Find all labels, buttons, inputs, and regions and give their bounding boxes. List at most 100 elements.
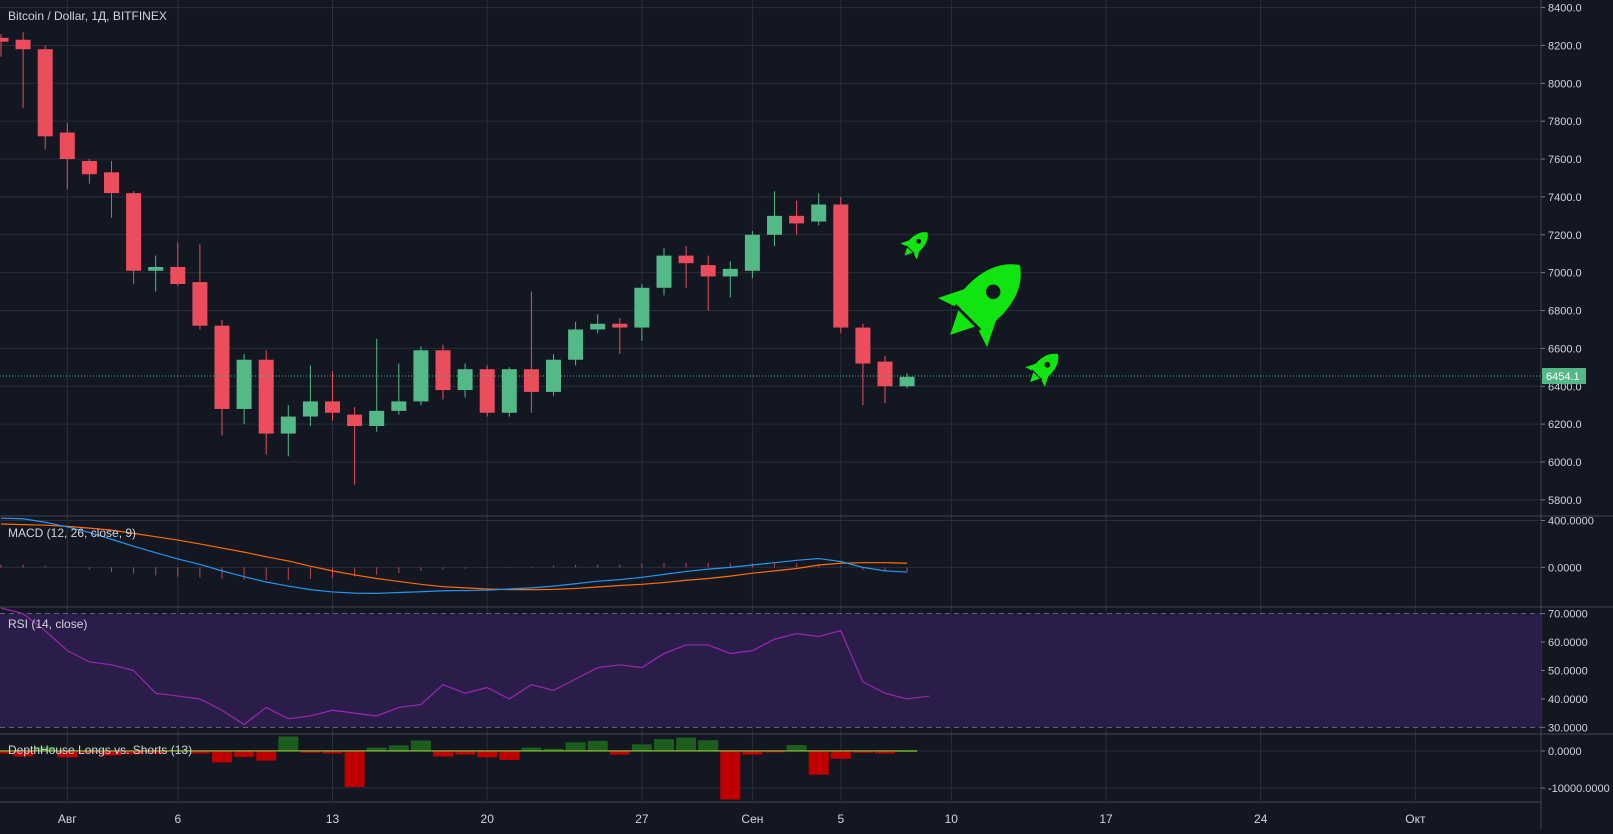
candle-body[interactable]: [302, 401, 318, 417]
longs-shorts-bar[interactable]: [79, 750, 100, 754]
longs-shorts-bar[interactable]: [35, 746, 56, 751]
longs-shorts-bar[interactable]: [720, 750, 741, 800]
y-tick-label: 400.0000: [1548, 516, 1594, 528]
candle-body[interactable]: [855, 327, 871, 364]
x-tick-label: 13: [326, 812, 340, 826]
longs-shorts-bar[interactable]: [101, 750, 122, 756]
candle-body[interactable]: [767, 215, 782, 235]
x-tick-label: 6: [174, 812, 181, 826]
y-tick-label: 6600.0: [1548, 343, 1582, 355]
longs-shorts-bar[interactable]: [123, 750, 144, 755]
longs-shorts-bar[interactable]: [830, 750, 851, 759]
candle-body[interactable]: [192, 282, 208, 326]
longs-shorts-bar[interactable]: [57, 750, 78, 758]
candle-body[interactable]: [214, 325, 230, 409]
longs-shorts-bar[interactable]: [499, 750, 520, 760]
axis-layer: Авг 6 13 20 27 Сен 5 10 17 24 Окт 8400.0 8200.0 8000.…: [58, 3, 1610, 826]
candle-body[interactable]: [258, 359, 274, 434]
longs-shorts-bar[interactable]: [676, 737, 697, 751]
longs-shorts-bar[interactable]: [543, 748, 564, 751]
y-tick-label: 7200.0: [1548, 230, 1582, 242]
signal-line[interactable]: [0, 523, 908, 591]
candle-body[interactable]: [811, 204, 827, 222]
longs-shorts-bar[interactable]: [0, 750, 11, 754]
candle-body[interactable]: [104, 172, 119, 194]
rsi-pane[interactable]: [0, 607, 930, 726]
longs-shorts-bar[interactable]: [764, 750, 785, 753]
candle-body[interactable]: [590, 323, 606, 330]
candle-body[interactable]: [479, 369, 495, 413]
longs-shorts-bar[interactable]: [631, 744, 652, 751]
rocket-icon: [937, 264, 1021, 348]
longs-shorts-bar[interactable]: [256, 750, 277, 761]
longs-shorts-bar[interactable]: [300, 750, 321, 753]
candle-body[interactable]: [722, 268, 738, 277]
longs-shorts-bar[interactable]: [433, 750, 453, 757]
y-tick-label: 6400.0: [1548, 381, 1582, 393]
candle-body[interactable]: [899, 376, 915, 387]
longs-shorts-bar[interactable]: [808, 750, 829, 775]
longs-shorts-bar[interactable]: [366, 747, 387, 751]
longs-shorts-bar[interactable]: [189, 750, 210, 754]
candle-body[interactable]: [126, 193, 142, 271]
candle-body[interactable]: [236, 359, 252, 409]
longs-shorts-bar[interactable]: [410, 740, 431, 751]
candle-body[interactable]: [369, 410, 385, 427]
candle-body[interactable]: [877, 361, 893, 387]
candle-body[interactable]: [568, 329, 584, 360]
longs-shorts-bar[interactable]: [587, 740, 608, 751]
longs-shorts-bar[interactable]: [742, 750, 763, 755]
longs-shorts-bar[interactable]: [698, 740, 719, 751]
candle-body[interactable]: [523, 369, 539, 392]
longs-shorts-bar[interactable]: [322, 750, 343, 754]
macd-pane[interactable]: [0, 517, 908, 594]
candle-body[interactable]: [501, 369, 517, 413]
longs-shorts-bar[interactable]: [477, 750, 498, 758]
rsi-line[interactable]: [0, 607, 930, 726]
longs-shorts-bar[interactable]: [455, 750, 476, 755]
candle-body[interactable]: [457, 369, 473, 391]
candle-body[interactable]: [0, 37, 9, 42]
candle-body[interactable]: [634, 287, 650, 328]
candle-body[interactable]: [612, 323, 628, 328]
candle-body[interactable]: [833, 204, 849, 328]
longs-shorts-bar[interactable]: [278, 736, 299, 751]
price-pane[interactable]: [0, 32, 1541, 485]
longs-shorts-bar[interactable]: [565, 742, 586, 751]
longs-shorts-pane[interactable]: [0, 736, 918, 800]
candle-body[interactable]: [347, 414, 363, 427]
longs-shorts-bar[interactable]: [145, 750, 166, 754]
longs-shorts-bar[interactable]: [654, 739, 674, 751]
longs-shorts-bar[interactable]: [521, 747, 542, 751]
candle-body[interactable]: [391, 401, 407, 411]
candle-body[interactable]: [700, 265, 716, 277]
candle-body[interactable]: [656, 255, 672, 288]
x-tick-label: Окт: [1405, 812, 1426, 826]
candle-body[interactable]: [81, 160, 97, 175]
macd-line[interactable]: [0, 517, 908, 594]
candle-body[interactable]: [37, 49, 53, 137]
last-price-label: 6454.1: [1546, 371, 1580, 383]
candle-body[interactable]: [170, 266, 186, 285]
candle-body[interactable]: [789, 215, 805, 224]
candle-body[interactable]: [59, 132, 75, 160]
candle-body[interactable]: [148, 266, 164, 271]
candle-body[interactable]: [280, 416, 296, 434]
longs-shorts-bar[interactable]: [13, 750, 34, 757]
candle-body[interactable]: [15, 39, 31, 50]
x-tick-label: 10: [945, 812, 959, 826]
longs-shorts-bar[interactable]: [786, 745, 807, 751]
candle-body[interactable]: [546, 359, 561, 392]
longs-shorts-bar[interactable]: [388, 745, 409, 751]
longs-shorts-bar[interactable]: [609, 750, 630, 755]
candle-body[interactable]: [435, 350, 451, 391]
longs-shorts-bar[interactable]: [234, 750, 255, 757]
longs-shorts-bar[interactable]: [852, 750, 873, 753]
candle-body[interactable]: [678, 255, 694, 264]
longs-shorts-bar[interactable]: [875, 750, 895, 754]
longs-shorts-bar[interactable]: [212, 750, 232, 763]
longs-shorts-bar[interactable]: [344, 750, 365, 787]
candle-body[interactable]: [325, 401, 340, 413]
candle-body[interactable]: [744, 234, 760, 271]
